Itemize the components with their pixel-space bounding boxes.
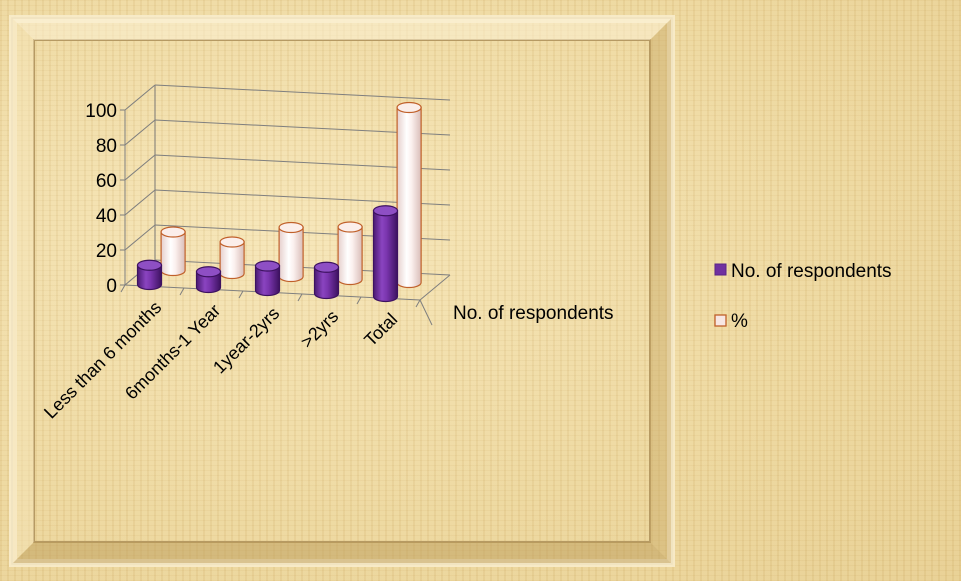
bar-series-2-4	[396, 101, 422, 289]
legend-label-series-1: No. of respondents	[731, 261, 892, 282]
wall-gridline	[124, 119, 156, 146]
wall-gridline	[124, 189, 156, 216]
x-tick-label: >2yrs	[297, 306, 343, 352]
y-tick-label: 60	[96, 171, 117, 192]
legend-swatch-series-1	[714, 263, 727, 276]
wall-gridline	[124, 84, 156, 111]
y-tick-label: 20	[96, 241, 117, 262]
y-tick-label: 0	[106, 276, 117, 297]
wall-gridline	[124, 154, 156, 181]
bar-series-1-0	[136, 259, 163, 291]
depth-axis	[419, 274, 451, 301]
x-tick-label: Less than 6 months	[40, 297, 165, 422]
bar-series-2-2	[278, 221, 304, 283]
bar-series-2-3	[337, 221, 363, 286]
x-tick-label: Total	[360, 309, 401, 350]
bar-series-1-4	[372, 205, 399, 303]
y-tick-label: 100	[85, 101, 117, 122]
x-tick	[356, 296, 362, 305]
bar-series-1-1	[195, 266, 222, 294]
depth-axis-label: No. of respondents	[453, 303, 614, 324]
legend: No. of respondents %	[714, 261, 892, 332]
bar-series-1-2	[254, 260, 281, 297]
bar-series-2-1	[219, 236, 245, 280]
chart-frame	[9, 15, 675, 567]
x-tick	[415, 299, 421, 308]
bar-series-2-0	[160, 226, 186, 277]
depth-tick	[419, 299, 433, 326]
chart-bars	[136, 101, 422, 303]
legend-label-series-2: %	[731, 311, 748, 332]
legend-swatch-series-2	[714, 314, 727, 327]
x-tick	[179, 287, 185, 296]
x-tick	[120, 284, 126, 293]
wall-gridline	[124, 224, 156, 251]
x-tick	[238, 290, 244, 299]
bar-series-1-3	[313, 261, 340, 300]
gridline	[154, 84, 451, 101]
x-tick	[297, 293, 303, 302]
y-tick-label: 80	[96, 136, 117, 157]
y-tick-label: 40	[96, 206, 117, 227]
